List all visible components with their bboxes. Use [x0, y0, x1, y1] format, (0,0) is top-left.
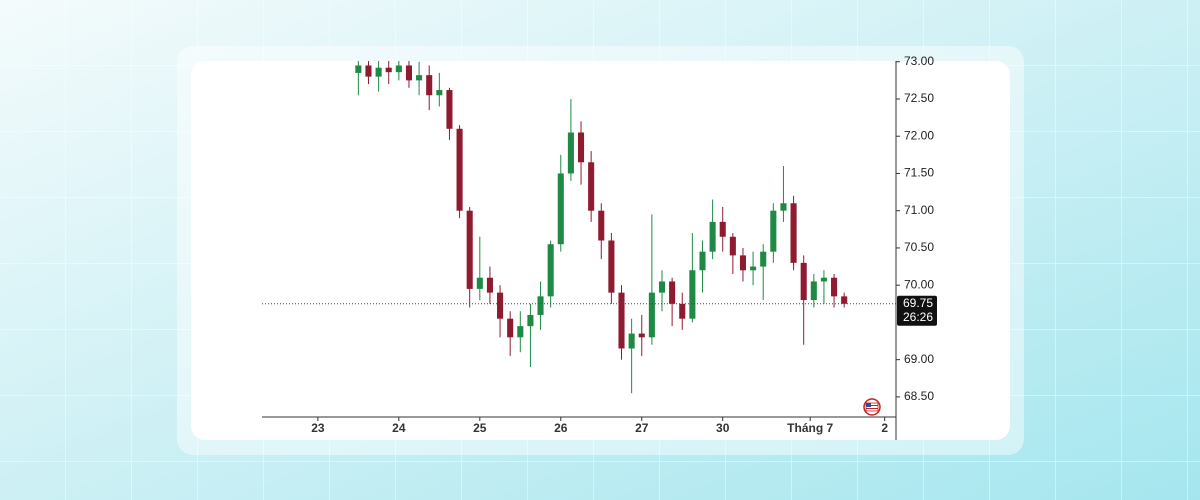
candle-body — [628, 333, 635, 349]
candle-body — [699, 251, 706, 271]
candle-body — [588, 162, 595, 211]
y-tick-label: 71.50 — [904, 166, 934, 180]
y-tick-label: 72.50 — [904, 91, 934, 105]
x-tick-label: 26 — [554, 421, 568, 435]
candle-body — [517, 326, 524, 338]
candle-body — [638, 333, 645, 338]
x-tick-label: 30 — [716, 421, 730, 435]
axes: 68.50 69.00 70.00 70.50 71.00 71.50 72.00 72.50… — [311, 54, 937, 435]
candle-body — [436, 90, 443, 96]
y-tick-label: 69.00 — [904, 352, 934, 366]
candle-body — [669, 281, 676, 304]
candle-body — [537, 296, 544, 315]
candle-body — [375, 67, 382, 77]
candle-body — [709, 221, 716, 252]
flag-icon — [863, 398, 881, 416]
candle-body — [841, 296, 848, 304]
x-tick-label: 24 — [392, 421, 406, 435]
candle-body — [456, 128, 463, 211]
y-tick-label: 70.50 — [904, 240, 934, 254]
x-tick-label: Tháng 7 — [787, 421, 833, 435]
last-price-label: 69.75 — [903, 296, 933, 310]
candle-body — [497, 292, 504, 319]
candle-body — [577, 132, 585, 163]
candle-body — [598, 210, 605, 241]
candle-body — [557, 173, 564, 245]
candle-body — [729, 236, 736, 256]
candle-body — [395, 65, 402, 73]
candle-body — [426, 75, 433, 96]
candle-body — [608, 240, 615, 293]
candle-body — [405, 65, 412, 81]
candle-body — [679, 303, 686, 319]
candle-body — [527, 314, 534, 327]
candle-body — [416, 75, 423, 81]
candle-body — [770, 210, 777, 252]
candle-body — [820, 277, 827, 282]
candle-body — [385, 67, 392, 73]
candle-body — [760, 251, 767, 267]
candle-body — [780, 203, 787, 211]
y-tick-label: 72.00 — [904, 128, 934, 142]
candle-body — [466, 210, 473, 289]
candle-body — [507, 318, 514, 338]
candle-body — [648, 292, 655, 338]
y-tick-label: 70.00 — [904, 277, 934, 291]
countdown-label: 26:26 — [903, 310, 933, 324]
candle-body — [365, 65, 372, 77]
candle-body — [719, 221, 726, 237]
candle-body — [750, 266, 757, 271]
candle-body — [567, 132, 574, 174]
candle-body — [658, 281, 666, 293]
candle-body — [800, 262, 807, 301]
candle-body — [547, 244, 554, 297]
x-tick-label: 27 — [635, 421, 649, 435]
y-tick-label: 71.00 — [904, 203, 934, 217]
candle-body — [486, 277, 493, 293]
x-tick-label: 23 — [311, 421, 325, 435]
x-tick-label: 25 — [473, 421, 487, 435]
plot-area — [262, 61, 896, 394]
x-tick-label: 2 — [881, 421, 888, 435]
y-tick-label: 73.00 — [904, 54, 934, 68]
candle-body — [790, 203, 797, 263]
card — [191, 61, 1010, 440]
candle-body — [355, 65, 362, 73]
y-tick-label: 68.50 — [904, 389, 934, 403]
candle-body — [476, 277, 483, 289]
candle-body — [446, 90, 453, 129]
candle-body — [739, 255, 747, 271]
candle-body — [618, 292, 625, 349]
candle-body — [689, 270, 696, 319]
last-price-box — [897, 295, 937, 326]
candle-body — [810, 281, 817, 301]
candle-body — [831, 277, 838, 297]
